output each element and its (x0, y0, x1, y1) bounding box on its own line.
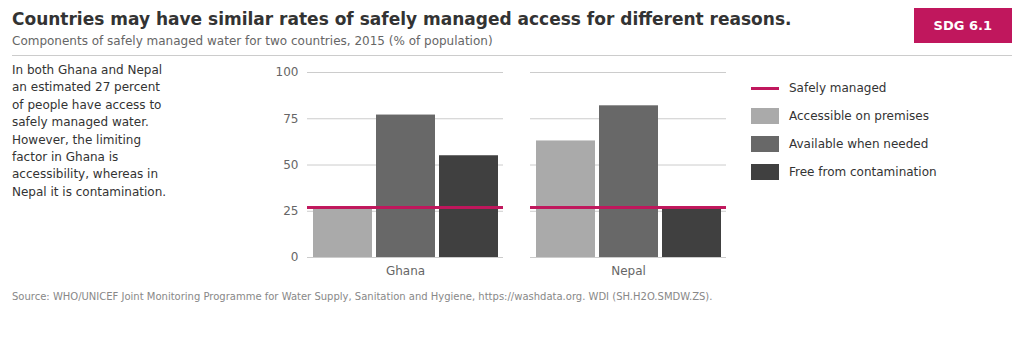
html-text:Source: WHO/UNICEF Joint Monit: Source: WHO/UNICEF Joint Monitoring Prog… (12, 291, 713, 302)
html-text:Accessible on premises: Accessible on premises (789, 109, 929, 123)
html-text:Safely managed: Safely managed (789, 81, 887, 95)
svg-text:0: 0 (291, 250, 299, 264)
svg-text:100: 100 (276, 65, 299, 79)
svg-text:75: 75 (283, 112, 298, 126)
html-text:Free from contamination: Free from contamination (789, 165, 937, 179)
svg-text:Nepal: Nepal (611, 264, 646, 278)
html-text:SDG 6.1: SDG 6.1 (933, 18, 992, 33)
svg-text:Ghana: Ghana (386, 264, 425, 278)
html-text:Available when needed: Available when needed (789, 137, 929, 151)
svg-text:50: 50 (283, 158, 298, 172)
html-text:In both Ghana and Nepal an est: In both Ghana and Nepal an estimated 27 … (12, 63, 167, 199)
html-text:Countries may have similar rat: Countries may have similar rates of safe… (12, 9, 792, 29)
svg-text:25: 25 (283, 204, 298, 218)
html-text:Components of safely managed w: Components of safely managed water for t… (12, 34, 493, 48)
